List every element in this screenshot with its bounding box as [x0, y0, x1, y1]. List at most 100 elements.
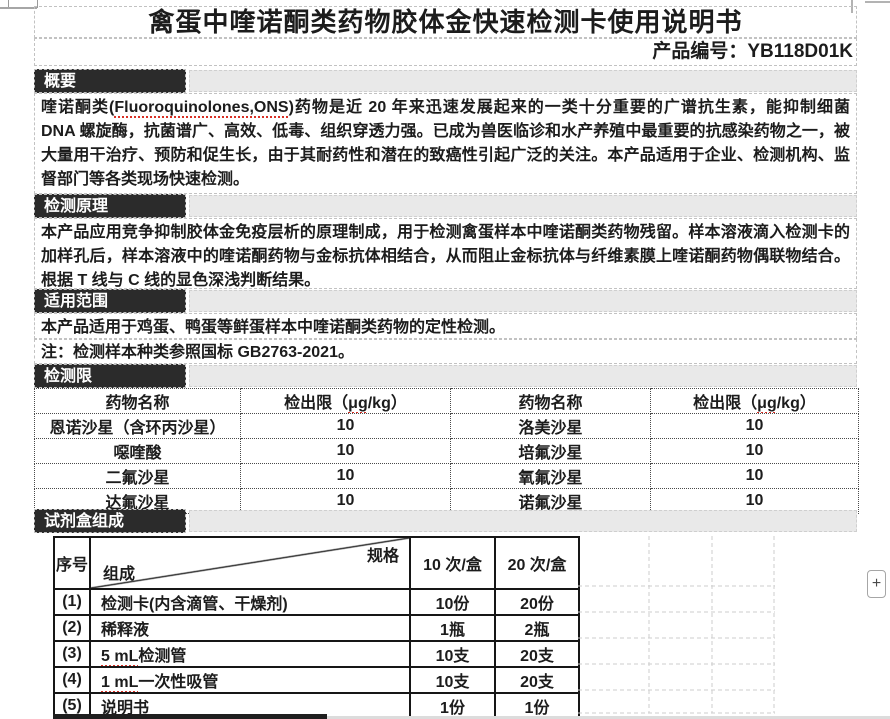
section-heading-label: 检测限: [34, 364, 186, 388]
spellcheck-marked-text: 5 mL: [101, 648, 139, 665]
table-row: (2) 稀释液 1瓶 2瓶: [53, 614, 580, 642]
serial-cell: (1): [53, 588, 91, 616]
product-code: 产品编号：YB118D01K: [34, 38, 857, 66]
drug-name-cell: 氧氟沙星: [450, 463, 651, 489]
serial-cell: (3): [53, 640, 91, 668]
limit-value-cell: 10: [240, 463, 451, 489]
section-heading-label: 概要: [34, 69, 186, 93]
column-header-20-per-box: 20 次/盒: [494, 536, 580, 590]
component-name-cell: 1 mL一次性吸管: [89, 666, 411, 694]
page-edge-mark-top-right: [865, 1, 890, 3]
limit-header-post: /kg）: [776, 395, 816, 412]
limit-value-cell: 10: [650, 413, 859, 439]
component-name: 说明书: [101, 700, 150, 717]
detection-limits-table: 药物名称 检出限（μg/kg） 药物名称 检出限（μg/kg） 恩诺沙星（含环丙…: [34, 388, 859, 514]
table-row: 达氟沙星 10 诺氟沙星 10: [34, 488, 859, 514]
table-header-row: 药物名称 检出限（μg/kg） 药物名称 检出限（μg/kg）: [34, 388, 859, 414]
section-heading-strip: [189, 290, 857, 312]
table-row: (4) 1 mL一次性吸管 10支 20支: [53, 666, 580, 694]
spellcheck-marked-text: μg: [757, 395, 777, 412]
limit-value-cell: 10: [240, 413, 451, 439]
section-header-kit: 试剂盒组成: [34, 509, 857, 533]
limit-value-cell: 10: [650, 488, 859, 514]
qty-10-cell: 10支: [409, 666, 496, 694]
drug-name-cell: 恩诺沙星（含环丙沙星）: [34, 413, 241, 439]
component-name: 稀释液: [101, 622, 150, 639]
column-header-limit: 检出限（μg/kg）: [650, 388, 859, 414]
qty-20-cell: 20支: [494, 666, 580, 694]
section-header-principle: 检测原理: [34, 194, 857, 218]
spellcheck-marked-text: μg: [348, 395, 368, 412]
component-name-cell: 检测卡(内含滴管、干燥剂): [89, 588, 411, 616]
summary-paragraph: 喹诺酮类(Fluoroquinolones,ONS)药物是近 20 年来迅速发展…: [34, 93, 857, 194]
kit-composition-table: 序号 规格 组成 10 次/盒 20 次/盒 (1) 检测卡(内含滴管、干燥剂)…: [53, 536, 580, 719]
qty-10-cell: 10份: [409, 588, 496, 616]
qty-20-cell: 20支: [494, 640, 580, 668]
drug-name-cell: 培氟沙星: [450, 438, 651, 464]
table-row: 噁喹酸 10 培氟沙星 10: [34, 438, 859, 464]
section-header-limits: 检测限: [34, 364, 857, 388]
principle-paragraph: 本产品应用竞争抑制胶体金免疫层析的原理制成，用于检测禽蛋样本中喹诺酮类药物残留。…: [34, 218, 857, 289]
section-heading-strip: [189, 365, 857, 387]
page-title: 禽蛋中喹诺酮类药物胶体金快速检测卡使用说明书: [34, 6, 857, 38]
section-header-summary: 概要: [34, 69, 857, 93]
limit-header-pre: 检出限（: [693, 395, 758, 412]
limit-value-cell: 10: [240, 488, 451, 514]
limit-value-cell: 10: [650, 463, 859, 489]
section-heading-strip: [189, 70, 857, 92]
qty-10-cell: 10支: [409, 640, 496, 668]
spellcheck-marked-text: 1 mL: [101, 674, 139, 691]
qty-20-cell: 20份: [494, 588, 580, 616]
table-row: 恩诺沙星（含环丙沙星） 10 洛美沙星 10: [34, 413, 859, 439]
summary-text-post: )药物是近 20 年来迅速发展起来的一类十分重要的广谱抗生素，能抑制细菌 DNA…: [41, 99, 850, 188]
table-row: (3) 5 mL检测管 10支 20支: [53, 640, 580, 668]
drug-name-cell: 洛美沙星: [450, 413, 651, 439]
limit-header-pre: 检出限（: [284, 395, 349, 412]
component-name-cell: 5 mL检测管: [89, 640, 411, 668]
empty-table-cells-gridlines: [578, 536, 775, 714]
table-row: 二氟沙星 10 氧氟沙星 10: [34, 463, 859, 489]
section-heading-strip: [189, 195, 857, 217]
section-header-scope: 适用范围: [34, 289, 857, 313]
summary-text-pre: 喹诺酮类(: [41, 99, 115, 116]
drug-name-cell: 诺氟沙星: [450, 488, 651, 514]
column-header-drug: 药物名称: [34, 388, 241, 414]
limit-value-cell: 10: [240, 438, 451, 464]
scope-note: 注：检测样本种类参照国标 GB2763-2021。: [34, 339, 857, 364]
qty-10-cell: 1瓶: [409, 614, 496, 642]
section-heading-strip: [189, 510, 857, 532]
table-row: (1) 检测卡(内含滴管、干燥剂) 10份 20份: [53, 588, 580, 616]
limit-header-post: /kg）: [367, 395, 407, 412]
column-header-limit: 检出限（μg/kg）: [240, 388, 451, 414]
limit-value-cell: 10: [650, 438, 859, 464]
serial-cell: (2): [53, 614, 91, 642]
drug-name-cell: 噁喹酸: [34, 438, 241, 464]
next-section-strip-partial: [327, 716, 890, 719]
diagonal-label-spec: 规格: [366, 548, 399, 565]
column-header-no: 序号: [53, 536, 91, 590]
component-name-cell: 稀释液: [89, 614, 411, 642]
diagonal-label-component: 组成: [103, 566, 136, 583]
section-heading-label: 检测原理: [34, 194, 186, 218]
add-button[interactable]: +: [867, 570, 886, 598]
qty-20-cell: 2瓶: [494, 614, 580, 642]
component-name: 一次性吸管: [138, 674, 219, 691]
scope-line: 本产品适用于鸡蛋、鸭蛋等鲜蛋样本中喹诺酮类药物的定性检测。: [34, 313, 857, 339]
plus-icon: +: [871, 575, 882, 592]
column-header-drug: 药物名称: [450, 388, 651, 414]
section-heading-label: 试剂盒组成: [34, 509, 186, 533]
drug-name-cell: 达氟沙星: [34, 488, 241, 514]
next-section-bar-partial: [53, 714, 327, 719]
page-edge-line-top-left: [0, 7, 37, 9]
spellcheck-marked-text: Fluoroquinolones,ONS: [114, 99, 289, 116]
table-header-row: 序号 规格 组成 10 次/盒 20 次/盒: [53, 536, 580, 590]
drug-name-cell: 二氟沙星: [34, 463, 241, 489]
section-heading-label: 适用范围: [34, 289, 186, 313]
serial-cell: (4): [53, 666, 91, 694]
column-header-10-per-box: 10 次/盒: [409, 536, 496, 590]
qty-20-cell: 1份: [494, 692, 580, 719]
component-name: 检测卡(内含滴管、干燥剂): [101, 596, 288, 613]
component-name: 检测管: [138, 648, 187, 665]
diagonal-split-header-cell: 规格 组成: [89, 536, 411, 590]
